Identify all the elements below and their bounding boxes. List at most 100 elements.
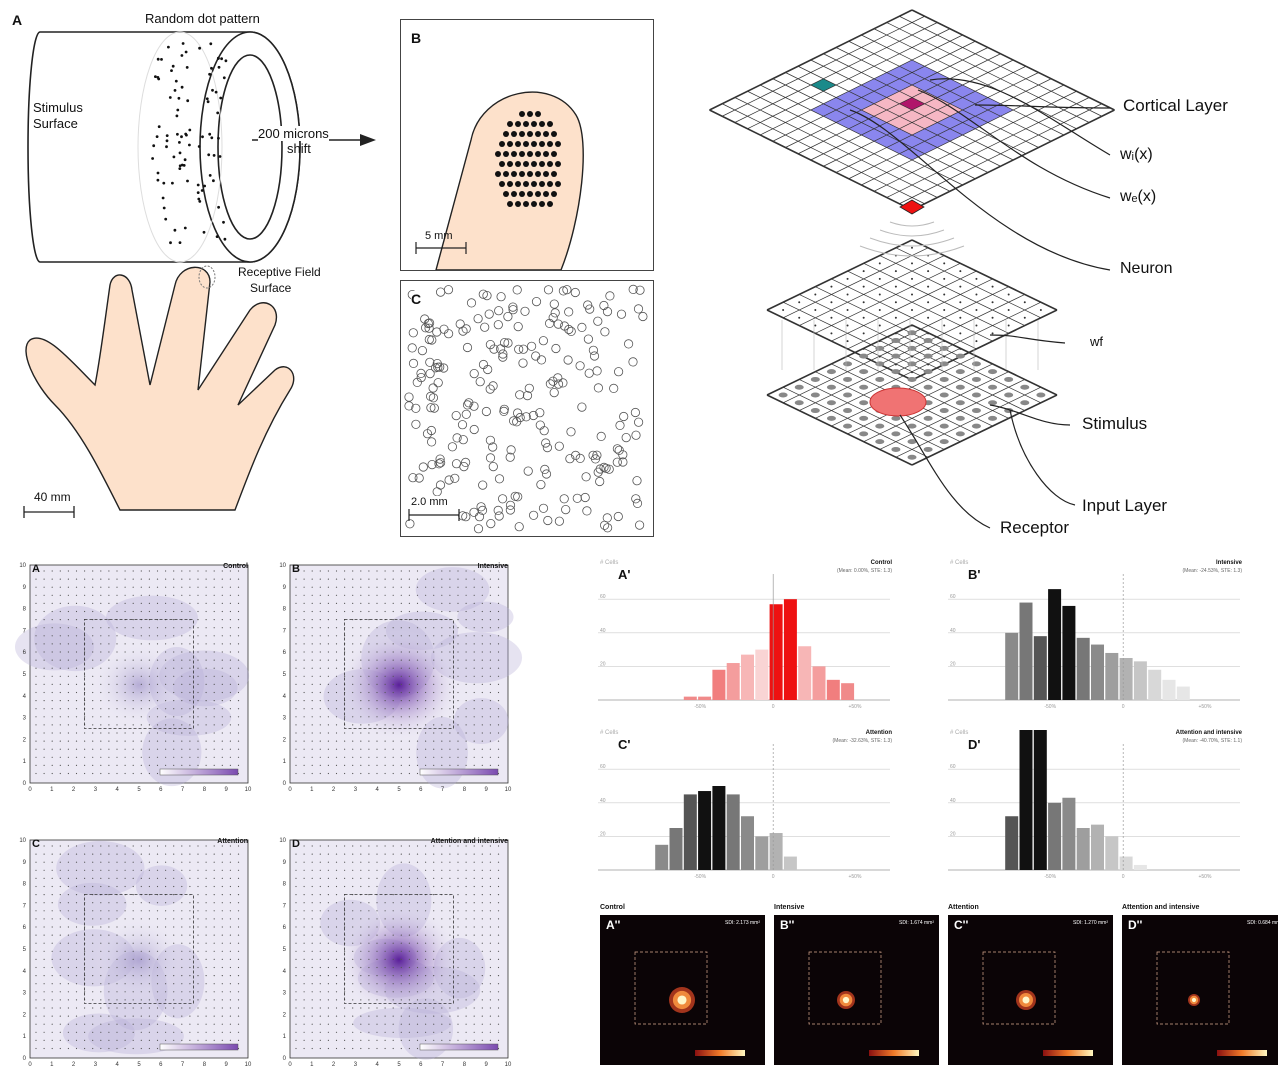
input-layer-grid (766, 320, 1058, 466)
rf-grid-dot (221, 845, 223, 847)
grid-node (959, 301, 962, 304)
rf-grid-dot (156, 586, 159, 588)
rf-grid-dot (148, 918, 150, 920)
rf-grid-dot (416, 1015, 419, 1017)
rf-grid-dot (148, 877, 150, 879)
rf-grid-dot (75, 740, 78, 742)
rf-grid-dot (433, 942, 435, 944)
rf-grid-dot (124, 700, 126, 702)
sd-blob-inner (1191, 997, 1197, 1003)
rf-grid-dot (173, 708, 175, 710)
rf-grid-dot (173, 942, 175, 944)
rf-grid-dot (327, 708, 329, 710)
histogram-bar (1033, 722, 1047, 870)
rf-grid-dot (35, 691, 37, 694)
rf-grid-dot (213, 691, 215, 694)
rf-grid-dot (59, 627, 61, 629)
receptor-node (859, 353, 869, 359)
rf-grid-dot (319, 950, 321, 952)
rf-x-tick: 5 (397, 1062, 401, 1068)
rf-grid-dot (140, 853, 142, 855)
rf-grid-dot (303, 732, 305, 734)
rf-grid-dot (344, 853, 346, 855)
rf-grid-dot (148, 958, 150, 960)
rf-grid-dot (84, 651, 86, 653)
sd-colorbar (869, 1050, 919, 1056)
rf-grid-dot (303, 708, 305, 710)
receptor-node (971, 376, 981, 382)
field-circle (523, 466, 533, 476)
rf-grid-dot (148, 983, 150, 985)
rf-grid-dot (473, 885, 475, 888)
histogram-x-tick: -50% (1044, 874, 1056, 880)
rf-grid-dot (400, 999, 402, 1001)
rf-y-tick: 0 (283, 1056, 287, 1062)
receptor-node (1020, 384, 1030, 390)
rf-grid-dot (384, 691, 386, 694)
rf-grid-dot (156, 1031, 159, 1033)
rf-grid-dot (449, 756, 451, 758)
grid-node (1007, 324, 1010, 327)
rf-grid-dot (376, 942, 378, 944)
histogram-bar (1048, 802, 1062, 870)
rf-grid-dot (327, 724, 329, 726)
rf-grid-dot (221, 635, 223, 637)
grid-node (862, 316, 865, 319)
rf-grid-dot (173, 869, 175, 871)
rf-grid-dot (441, 1023, 443, 1025)
field-circle (485, 435, 496, 445)
rf-grid-dot (360, 885, 362, 888)
fingertip-dot (531, 201, 537, 207)
sd-inner-box (808, 951, 882, 1025)
rf-grid-dot (35, 869, 37, 871)
rf-y-tick: 3 (23, 991, 27, 997)
field-circle (509, 416, 519, 426)
rf-grid-dot (132, 942, 134, 944)
rf-grid-dot (465, 619, 467, 621)
rf-grid-dot (165, 869, 167, 871)
rf-grid-dot (344, 578, 346, 580)
rf-grid-dot (465, 740, 467, 742)
rf-grid-dot (319, 675, 321, 677)
histogram-x-tick: -50% (694, 874, 706, 880)
rf-grid-dot (173, 732, 175, 734)
rf-grid-dot (416, 635, 419, 637)
rf-grid-dot (368, 1031, 370, 1033)
rf-grid-dot (465, 934, 467, 936)
rf-grid-dot (205, 667, 207, 669)
rf-grid-dot (335, 724, 338, 726)
rf-grid-dot (100, 732, 102, 734)
rf-grid-dot (181, 869, 183, 871)
rf-grid-dot (384, 724, 386, 726)
rf-grid-dot (205, 926, 207, 928)
rf-grid-dot (360, 983, 362, 985)
field-circle (542, 443, 552, 453)
rf-grid-dot (319, 667, 321, 669)
field-circle (498, 494, 508, 504)
field-circle (505, 452, 515, 462)
rf-grid-dot (221, 966, 223, 969)
rf-grid-dot (433, 659, 435, 661)
rf-grid-dot (335, 748, 338, 750)
fingertip-dot (519, 151, 525, 157)
rf-grid-dot (116, 1031, 118, 1033)
rf-grid-dot (327, 845, 329, 847)
rf-grid-dot (181, 1023, 183, 1025)
rf-grid-dot (84, 732, 86, 734)
histogram-bar (698, 696, 712, 700)
receptor-label: Receptor (1000, 518, 1069, 537)
rf-grid-dot (497, 894, 500, 896)
rf-grid-dot (319, 910, 321, 912)
rf-grid-dot (392, 748, 394, 750)
rf-grid-dot (433, 627, 435, 629)
rf-grid-dot (51, 983, 53, 985)
rf-grid-dot (75, 586, 78, 588)
rf-grid-dot (132, 975, 134, 977)
rf-grid-dot (400, 1023, 402, 1025)
rf-grid-dot (67, 902, 69, 904)
rf-grid-dot (59, 1007, 61, 1009)
rf-grid-dot (408, 1023, 410, 1025)
input-layer-label: Input Layer (1082, 496, 1168, 515)
rf-grid-dot (132, 934, 134, 936)
